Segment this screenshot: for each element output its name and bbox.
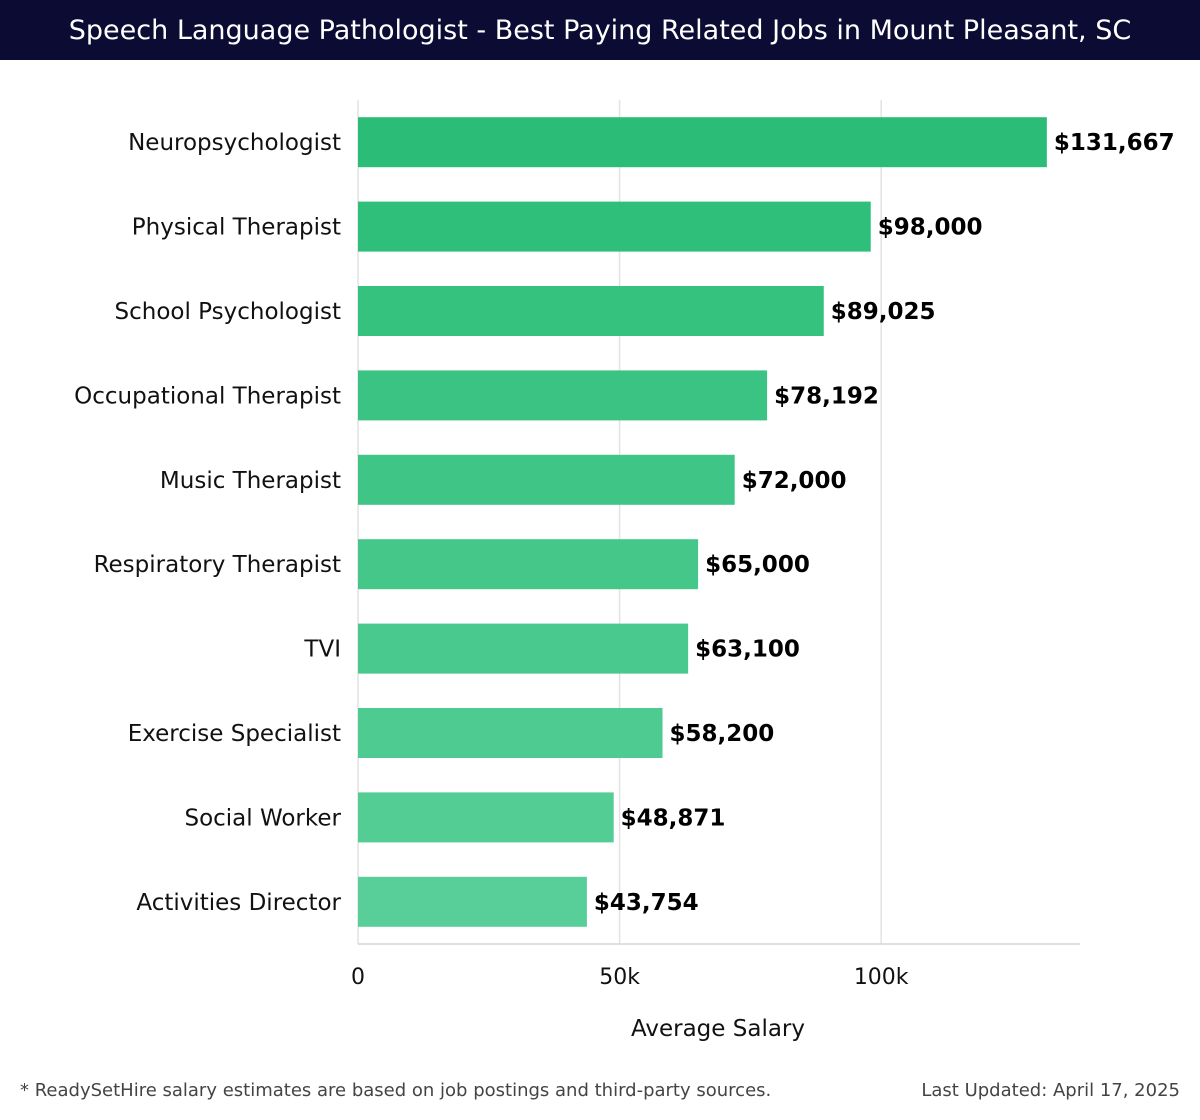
bar bbox=[358, 286, 824, 336]
bar bbox=[358, 623, 689, 674]
bar bbox=[358, 454, 735, 505]
value-label: $89,025 bbox=[831, 299, 936, 325]
x-axis-title: Average Salary bbox=[631, 1016, 805, 1042]
value-label: $63,100 bbox=[695, 637, 800, 663]
bar bbox=[358, 117, 1047, 168]
bar bbox=[358, 792, 614, 843]
category-labels: Neuropsychologist Physical Therapist Schoo… bbox=[74, 130, 341, 916]
value-label: $48,871 bbox=[621, 805, 726, 831]
chart-title: Speech Language Pathologist - Best Payin… bbox=[68, 14, 1132, 46]
bar bbox=[358, 201, 871, 252]
value-label: $58,200 bbox=[669, 721, 774, 747]
salary-bar-chart: Neuropsychologist Physical Therapist Schoo… bbox=[74, 100, 1175, 1042]
bar bbox=[358, 708, 663, 758]
value-label: $131,667 bbox=[1054, 130, 1175, 156]
category-label: Activities Director bbox=[136, 890, 341, 916]
chart-title-bar: Speech Language Pathologist - Best Payin… bbox=[0, 0, 1200, 60]
category-label: Respiratory Therapist bbox=[94, 552, 341, 578]
category-label: Occupational Therapist bbox=[74, 383, 341, 409]
value-label: $65,000 bbox=[705, 552, 810, 578]
bar bbox=[358, 539, 699, 590]
x-tick-label: 100k bbox=[854, 965, 909, 990]
value-label: $98,000 bbox=[878, 215, 983, 241]
bar bbox=[358, 876, 587, 927]
category-label: Physical Therapist bbox=[132, 215, 341, 241]
category-label: Music Therapist bbox=[160, 468, 341, 494]
bars bbox=[358, 117, 1047, 927]
footer-disclaimer: * ReadySetHire salary estimates are base… bbox=[20, 1080, 772, 1101]
bar bbox=[358, 370, 768, 421]
category-label: School Psychologist bbox=[115, 299, 341, 325]
category-label: Exercise Specialist bbox=[128, 721, 341, 747]
x-tick-label: 50k bbox=[599, 965, 640, 990]
value-labels: $131,667 $98,000 $89,025 $78,192 $72,000 $65,… bbox=[594, 130, 1175, 916]
x-tick-label: 0 bbox=[351, 965, 365, 990]
category-label: Social Worker bbox=[184, 805, 341, 831]
footer-last-updated: Last Updated: April 17, 2025 bbox=[921, 1080, 1180, 1101]
x-axis: 0 50k 100k bbox=[351, 943, 1080, 990]
category-label: TVI bbox=[303, 637, 341, 663]
value-label: $72,000 bbox=[742, 468, 847, 494]
value-label: $43,754 bbox=[594, 890, 699, 916]
category-label: Neuropsychologist bbox=[128, 130, 341, 156]
value-label: $78,192 bbox=[774, 383, 879, 409]
